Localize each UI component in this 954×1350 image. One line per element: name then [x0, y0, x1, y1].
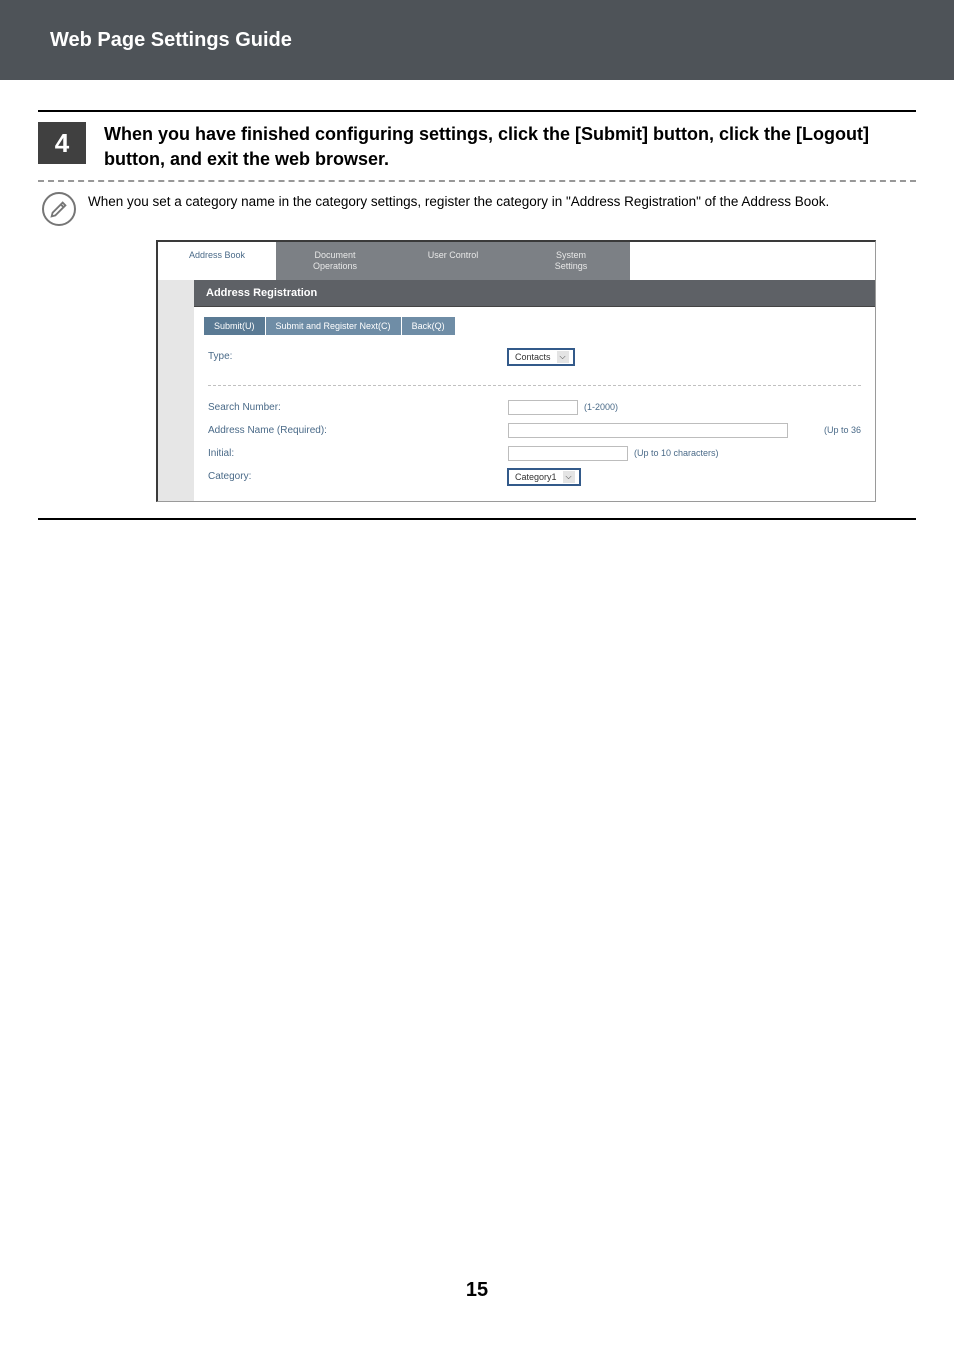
doc-title: Web Page Settings Guide: [50, 29, 292, 52]
category-select-value: Category1: [515, 472, 557, 482]
form-area: Type: Contacts ⌵ Search Number:: [194, 343, 875, 501]
tab-document-operations[interactable]: Document Operations: [276, 242, 394, 280]
rule-bottom: [38, 518, 916, 520]
doc-header: Web Page Settings Guide: [0, 0, 954, 80]
submit-next-button[interactable]: Submit and Register Next(C): [266, 317, 402, 335]
label-address-name: Address Name (Required):: [208, 425, 508, 436]
label-category: Category:: [208, 471, 508, 482]
dashed-divider: [38, 180, 916, 182]
note-row: When you set a category name in the cate…: [38, 192, 916, 226]
row-initial: Initial: (Up to 10 characters): [208, 442, 861, 465]
side-spacer: [158, 280, 194, 501]
address-name-input[interactable]: [508, 423, 788, 438]
label-search-number: Search Number:: [208, 402, 508, 413]
initial-input[interactable]: [508, 446, 628, 461]
row-search-number: Search Number: (1-2000): [208, 396, 861, 419]
step-number: 4: [55, 128, 69, 159]
row-address-name: Address Name (Required): (Up to 36: [208, 419, 861, 442]
step-number-box: 4: [38, 122, 86, 164]
type-select-value: Contacts: [515, 352, 551, 362]
button-row: Submit(U) Submit and Register Next(C) Ba…: [194, 307, 875, 343]
type-select[interactable]: Contacts ⌵: [508, 349, 574, 365]
panel: Address Registration Submit(U) Submit an…: [158, 280, 875, 501]
row-type: Type: Contacts ⌵: [208, 345, 861, 386]
search-number-input[interactable]: [508, 400, 578, 415]
screenshot-wrap: Address Book Document Operations User Co…: [38, 240, 916, 502]
row-category: Category: Category1 ⌵: [208, 465, 861, 489]
tab-user-control[interactable]: User Control: [394, 242, 512, 280]
panel-main: Address Registration Submit(U) Submit an…: [194, 280, 875, 501]
page-number: 15: [0, 1279, 954, 1302]
panel-title: Address Registration: [194, 280, 875, 307]
label-initial: Initial:: [208, 448, 508, 459]
pencil-icon: [42, 192, 76, 226]
submit-button[interactable]: Submit(U): [204, 317, 266, 335]
back-button[interactable]: Back(Q): [402, 317, 455, 335]
page-content: 4 When you have finished configuring set…: [0, 80, 954, 520]
chevron-down-icon: ⌵: [557, 351, 569, 363]
chevron-down-icon: ⌵: [563, 471, 575, 483]
hint-search-number: (1-2000): [584, 402, 618, 412]
step-instruction: When you have finished configuring setti…: [104, 122, 916, 172]
tab-system-settings[interactable]: System Settings: [512, 242, 630, 280]
step-row: 4 When you have finished configuring set…: [38, 122, 916, 172]
tab-bar: Address Book Document Operations User Co…: [158, 242, 875, 280]
embedded-screenshot: Address Book Document Operations User Co…: [156, 240, 876, 502]
rule-top: [38, 110, 916, 112]
category-select[interactable]: Category1 ⌵: [508, 469, 580, 485]
tab-address-book[interactable]: Address Book: [158, 242, 276, 280]
hint-address-name: (Up to 36: [824, 425, 861, 435]
hint-initial: (Up to 10 characters): [634, 448, 719, 458]
note-text: When you set a category name in the cate…: [88, 192, 829, 212]
label-type: Type:: [208, 351, 508, 362]
